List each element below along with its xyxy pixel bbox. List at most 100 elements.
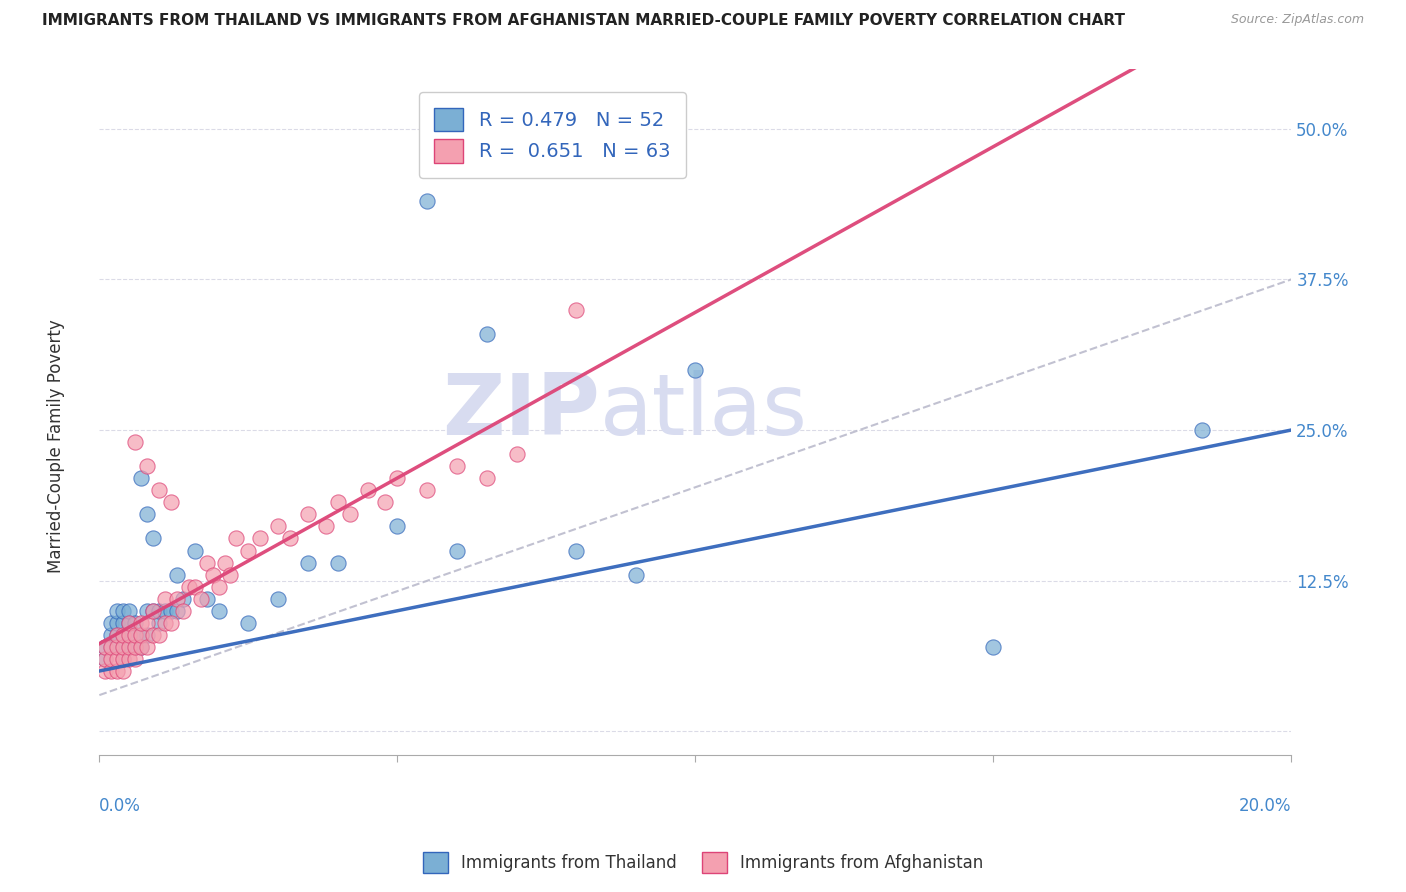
Point [105, 640, 128, 654]
Point [124, 640, 146, 654]
Point [94, 640, 117, 654]
Point [153, 604, 176, 618]
Point [214, 556, 236, 570]
Point [148, 604, 170, 618]
Point [446, 543, 468, 558]
Point [148, 628, 170, 642]
Point [983, 640, 1005, 654]
Point [416, 194, 439, 208]
Point [129, 628, 152, 642]
Point [105, 615, 128, 630]
Point [190, 591, 212, 606]
Point [136, 640, 159, 654]
Point [339, 508, 361, 522]
Point [136, 615, 159, 630]
Point [94, 652, 117, 666]
Text: Source: ZipAtlas.com: Source: ZipAtlas.com [1230, 13, 1364, 27]
Point [105, 604, 128, 618]
Point [118, 604, 141, 618]
Point [142, 604, 165, 618]
Point [238, 615, 260, 630]
Point [172, 591, 194, 606]
Point [160, 604, 183, 618]
Point [112, 628, 135, 642]
Point [195, 591, 218, 606]
Point [565, 302, 588, 317]
Point [219, 567, 242, 582]
Point [100, 628, 122, 642]
Point [160, 615, 183, 630]
Point [105, 652, 128, 666]
Point [166, 604, 188, 618]
Point [565, 543, 588, 558]
Point [118, 615, 141, 630]
Point [142, 604, 165, 618]
Point [129, 640, 152, 654]
Point [100, 652, 122, 666]
Point [172, 604, 194, 618]
Point [207, 580, 229, 594]
Point [112, 652, 135, 666]
Point [94, 664, 117, 678]
Point [624, 567, 647, 582]
Point [416, 483, 439, 498]
Point [685, 363, 707, 377]
Point [183, 580, 205, 594]
Text: 20.0%: 20.0% [1239, 797, 1291, 814]
Point [124, 652, 146, 666]
Point [1191, 423, 1213, 437]
Point [112, 640, 135, 654]
Point [100, 640, 122, 654]
Point [129, 615, 152, 630]
Legend: R = 0.479   N = 52, R =  0.651   N = 63: R = 0.479 N = 52, R = 0.651 N = 63 [419, 92, 686, 178]
Point [475, 471, 498, 485]
Point [129, 471, 152, 485]
Point [183, 543, 205, 558]
Point [129, 628, 152, 642]
Point [142, 532, 165, 546]
Point [124, 640, 146, 654]
Point [100, 640, 122, 654]
Point [238, 543, 260, 558]
Text: 0.0%: 0.0% [100, 797, 141, 814]
Point [326, 495, 349, 509]
Point [112, 652, 135, 666]
Point [112, 604, 135, 618]
Point [105, 628, 128, 642]
Point [112, 640, 135, 654]
Point [124, 628, 146, 642]
Point [475, 326, 498, 341]
Point [267, 519, 290, 533]
Text: IMMIGRANTS FROM THAILAND VS IMMIGRANTS FROM AFGHANISTAN MARRIED-COUPLE FAMILY PO: IMMIGRANTS FROM THAILAND VS IMMIGRANTS F… [42, 13, 1125, 29]
Point [118, 652, 141, 666]
Point [100, 615, 122, 630]
Point [136, 459, 159, 474]
Point [142, 628, 165, 642]
Text: ZIP: ZIP [443, 370, 600, 453]
Point [297, 556, 319, 570]
Point [387, 471, 409, 485]
Point [112, 615, 135, 630]
Point [374, 495, 396, 509]
Point [166, 567, 188, 582]
Point [249, 532, 271, 546]
Point [166, 591, 188, 606]
Point [446, 459, 468, 474]
Point [118, 615, 141, 630]
Point [160, 495, 183, 509]
Point [387, 519, 409, 533]
Point [297, 508, 319, 522]
Point [278, 532, 301, 546]
Point [105, 664, 128, 678]
Point [100, 664, 122, 678]
Point [112, 664, 135, 678]
Point [153, 591, 176, 606]
Point [177, 580, 200, 594]
Point [225, 532, 247, 546]
Point [105, 628, 128, 642]
Point [136, 628, 159, 642]
Legend: Immigrants from Thailand, Immigrants from Afghanistan: Immigrants from Thailand, Immigrants fro… [416, 846, 990, 880]
Point [124, 615, 146, 630]
Point [94, 640, 117, 654]
Point [201, 567, 224, 582]
